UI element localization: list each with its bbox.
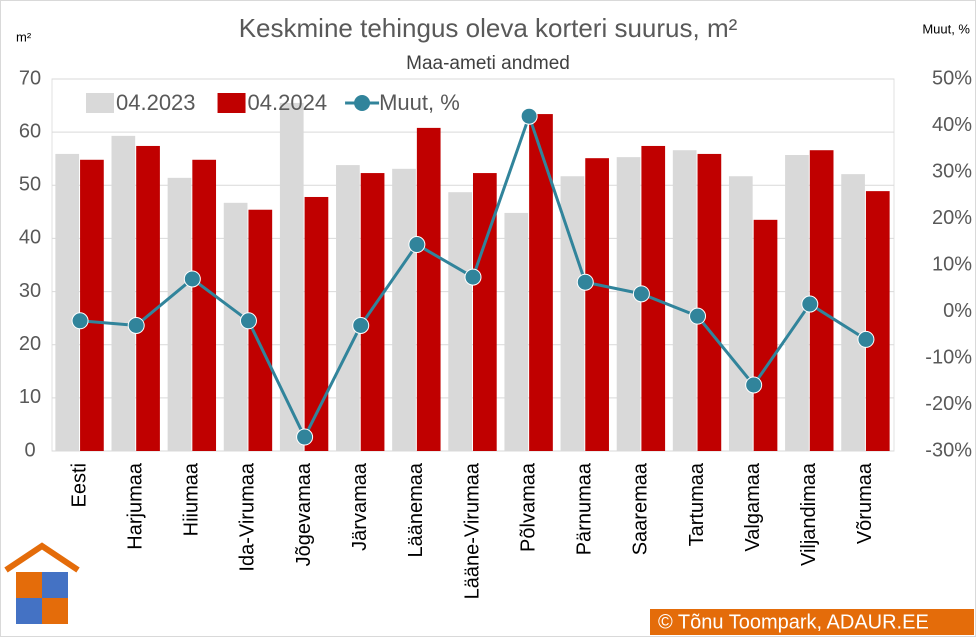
bar [504, 212, 529, 451]
y2-tick-label: 40% [932, 114, 972, 136]
line-marker [71, 312, 89, 330]
y-tick-label: 40 [19, 227, 41, 249]
line-marker [408, 236, 426, 254]
y2-tick-label: -30% [925, 439, 972, 461]
chart-title: Keskmine tehingus oleva korteri suurus, … [239, 13, 738, 43]
bar [529, 114, 553, 452]
legend-label: 04.2024 [248, 90, 328, 115]
x-tick-label: Harjumaa [124, 462, 146, 550]
bar [560, 176, 585, 451]
legend-swatch [354, 95, 371, 111]
bar [136, 145, 160, 451]
legend-item: 04.2023 [86, 90, 196, 115]
bar [304, 196, 329, 451]
bar [809, 150, 834, 451]
line-marker [689, 307, 707, 325]
x-tick-label: Viljandimaa [798, 462, 820, 566]
bar [753, 219, 778, 451]
bar [865, 191, 890, 452]
y-tick-label: 0 [24, 439, 35, 461]
x-tick-label: Hiiumaa [181, 462, 203, 536]
line-marker [183, 270, 201, 288]
y2-tick-label: -20% [925, 393, 972, 415]
logo-roof [4, 542, 80, 573]
legend-swatch [86, 93, 114, 113]
logo-piece [42, 598, 68, 624]
y-tick-label: 70 [19, 67, 41, 89]
line-marker [857, 330, 875, 348]
y2-tick-label: 0% [943, 300, 972, 322]
x-tick-label: Saaremaa [630, 462, 652, 555]
line-marker [296, 428, 314, 446]
bar [192, 159, 217, 451]
x-tick-label: Tartumaa [686, 462, 708, 546]
line-marker [352, 316, 370, 334]
bar [616, 157, 641, 451]
bar [392, 168, 416, 451]
x-tick-label: Jõgevamaa [293, 462, 315, 566]
bar [473, 173, 497, 451]
y-tick-label: 50 [19, 174, 41, 196]
bar [416, 127, 441, 452]
y2-axis-label: Muut, % [922, 21, 970, 36]
x-tick-label: Lääne-Virumaa [461, 462, 483, 599]
credit-box [650, 609, 974, 635]
bar [336, 165, 360, 451]
legend-item: 04.2024 [217, 90, 328, 115]
x-tick-label: Valgamaa [742, 462, 764, 551]
bar [785, 154, 809, 451]
y2-tick-label: -10% [925, 346, 972, 368]
bar [697, 153, 722, 451]
line-marker [520, 107, 538, 125]
bar [80, 159, 104, 451]
line-marker [239, 312, 257, 330]
chart-subtitle: Maa-ameti andmed [406, 53, 570, 74]
line-marker [127, 316, 145, 334]
logo [4, 542, 80, 624]
bar [279, 102, 304, 452]
line-marker [632, 285, 650, 303]
x-tick-label: Eesti [68, 463, 90, 507]
y-tick-label: 60 [19, 120, 41, 142]
x-tick-label: Põlvamaa [517, 462, 539, 552]
line-marker [801, 295, 819, 313]
x-tick-label: Võrumaa [854, 462, 876, 544]
logo-piece [16, 598, 42, 624]
y2-tick-label: 20% [932, 207, 972, 229]
y-tick-label: 20 [19, 333, 41, 355]
bar [360, 173, 385, 451]
line-marker [464, 268, 482, 286]
logo-piece [16, 572, 42, 598]
x-tick-label: Pärnumaa [574, 462, 596, 555]
y-axis-label: m² [16, 29, 32, 44]
bar [55, 153, 80, 451]
bar [248, 209, 273, 451]
line-marker [745, 376, 763, 394]
y2-tick-label: 10% [932, 253, 972, 275]
y2-tick-label: 30% [932, 160, 972, 182]
bar [672, 150, 697, 451]
legend-swatch [217, 93, 246, 113]
line-marker [576, 273, 594, 291]
bar [841, 174, 865, 451]
x-tick-label: Järvamaa [349, 462, 371, 551]
bar [728, 176, 753, 451]
x-tick-label: Ida-Virumaa [237, 462, 259, 571]
credit: © Tõnu Toompark, ADAUR.EE [658, 611, 929, 633]
legend-label: 04.2023 [116, 90, 196, 115]
bar [167, 177, 192, 452]
bar [223, 202, 248, 451]
y-tick-label: 10 [19, 386, 41, 408]
x-tick-label: Läänemaa [405, 462, 427, 557]
bar [448, 192, 472, 452]
bar [111, 135, 136, 451]
logo-piece [42, 572, 68, 598]
bar [585, 158, 609, 451]
legend-label: Muut, % [379, 90, 460, 115]
legend-item: Muut, % [345, 90, 460, 115]
y-tick-label: 30 [19, 280, 41, 302]
y2-tick-label: 50% [932, 67, 972, 89]
